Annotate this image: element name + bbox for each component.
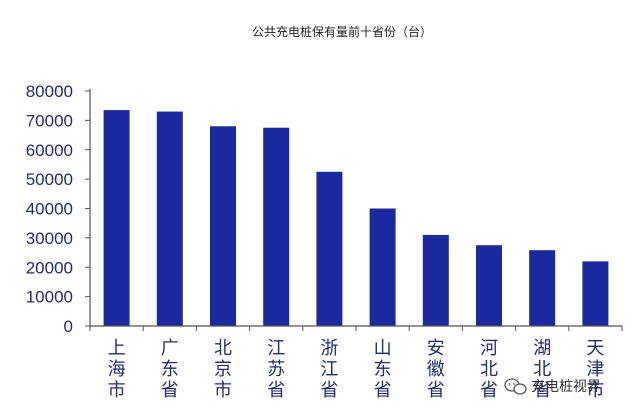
bar bbox=[582, 261, 609, 326]
y-tick-label: 30000 bbox=[26, 229, 73, 248]
y-tick-label: 50000 bbox=[26, 170, 73, 189]
bar bbox=[103, 110, 130, 326]
x-tick-label: 天津市 bbox=[586, 338, 604, 401]
x-axis-labels: 上海市 广东省 北京市 江苏省 浙江省 山东省 安徽省 河北省 湖北省 天津市 bbox=[108, 338, 605, 401]
watermark-text: 充电桩视界 bbox=[531, 378, 601, 395]
bar bbox=[422, 234, 449, 326]
bar bbox=[369, 208, 396, 326]
x-tick-label: 湖北省 bbox=[533, 338, 551, 401]
x-tick-label: 浙江省 bbox=[320, 338, 338, 401]
y-axis-ticks: 0 10000 20000 30000 40000 50000 60000 70000 8000… bbox=[26, 82, 90, 336]
bar bbox=[156, 111, 183, 326]
bar bbox=[263, 127, 290, 326]
y-tick-label: 0 bbox=[64, 317, 73, 336]
y-tick-label: 80000 bbox=[26, 82, 73, 101]
y-tick-label: 10000 bbox=[26, 288, 73, 307]
chart-title: 公共充电桩保有量前十省份（台） bbox=[252, 24, 432, 39]
y-tick-label: 60000 bbox=[26, 141, 73, 160]
wechat-icon bbox=[504, 378, 527, 395]
x-tick-label: 上海市 bbox=[108, 338, 126, 401]
bar bbox=[316, 171, 343, 326]
x-tick-label: 广东省 bbox=[161, 338, 179, 401]
bar bbox=[476, 245, 502, 326]
bars bbox=[103, 110, 609, 326]
x-tick-label: 北京市 bbox=[214, 338, 232, 401]
y-tick-label: 20000 bbox=[26, 258, 73, 277]
axes bbox=[89, 89, 623, 331]
x-tick-label: 山东省 bbox=[374, 338, 392, 401]
x-tick-label: 江苏省 bbox=[267, 338, 285, 401]
bar bbox=[529, 250, 556, 326]
x-tick-label: 河北省 bbox=[480, 338, 498, 401]
bar bbox=[210, 126, 236, 326]
x-tick-label: 安徽省 bbox=[427, 338, 445, 401]
y-tick-label: 70000 bbox=[26, 111, 73, 130]
y-tick-label: 40000 bbox=[26, 200, 73, 219]
watermark: 充电桩视界 bbox=[504, 378, 601, 395]
